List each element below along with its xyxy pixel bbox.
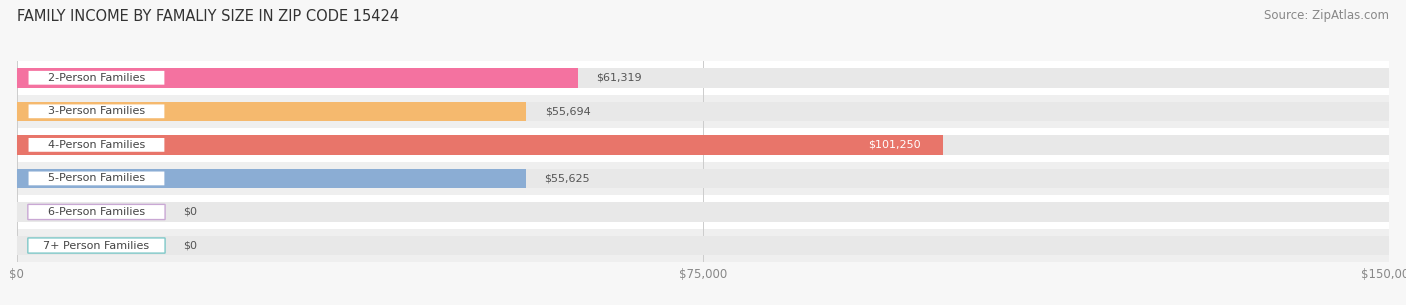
Text: $0: $0	[183, 207, 197, 217]
Bar	[17, 68, 1389, 88]
Bar	[17, 135, 1389, 155]
Text: $55,625: $55,625	[544, 174, 589, 183]
Bar	[28, 137, 165, 152]
Bar	[17, 135, 943, 155]
Text: 2-Person Families: 2-Person Families	[48, 73, 145, 83]
Text: 6-Person Families: 6-Person Families	[48, 207, 145, 217]
Text: Source: ZipAtlas.com: Source: ZipAtlas.com	[1264, 9, 1389, 22]
Bar	[28, 171, 165, 186]
Text: 7+ Person Families: 7+ Person Families	[44, 241, 149, 250]
Bar	[17, 61, 1389, 95]
Bar	[17, 102, 1389, 121]
Text: 4-Person Families: 4-Person Families	[48, 140, 145, 150]
Bar	[17, 229, 1389, 262]
Text: 5-Person Families: 5-Person Families	[48, 174, 145, 183]
Text: FAMILY INCOME BY FAMALIY SIZE IN ZIP CODE 15424: FAMILY INCOME BY FAMALIY SIZE IN ZIP COD…	[17, 9, 399, 24]
Text: $61,319: $61,319	[596, 73, 641, 83]
Bar	[17, 169, 1389, 188]
Text: 3-Person Families: 3-Person Families	[48, 106, 145, 116]
Bar	[17, 169, 526, 188]
Bar	[17, 162, 1389, 195]
Bar	[17, 195, 1389, 229]
Bar	[28, 70, 165, 85]
Text: $101,250: $101,250	[868, 140, 921, 150]
Bar	[28, 238, 165, 253]
Text: $55,694: $55,694	[544, 106, 591, 116]
Bar	[17, 128, 1389, 162]
Bar	[17, 202, 1389, 222]
Text: $0: $0	[183, 241, 197, 250]
Bar	[28, 204, 165, 220]
Bar	[17, 102, 526, 121]
Bar	[17, 95, 1389, 128]
Bar	[17, 236, 1389, 255]
Bar	[28, 104, 165, 119]
Bar	[17, 68, 578, 88]
